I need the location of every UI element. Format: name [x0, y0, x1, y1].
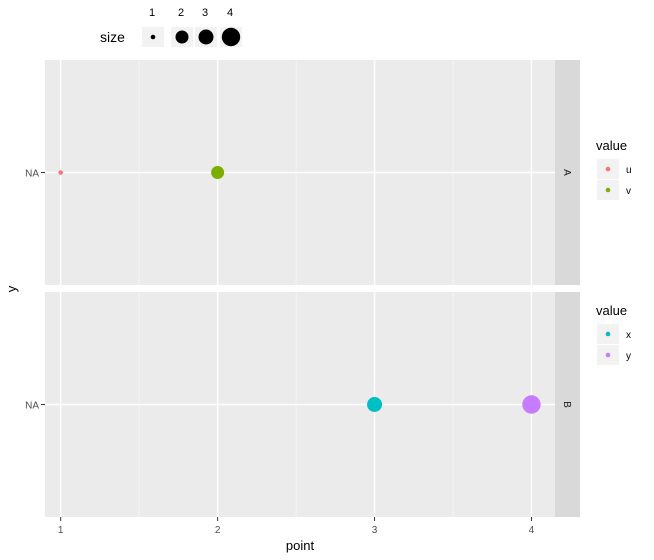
- data-point-v: [211, 166, 225, 179]
- size-legend-title: size: [100, 29, 125, 45]
- color-legend-title: value: [596, 138, 627, 153]
- size-legend-dot: [221, 27, 241, 47]
- x-tick-label: 4: [529, 525, 535, 536]
- size-legend-label: 2: [178, 7, 184, 19]
- data-point-x: [367, 397, 383, 412]
- color-legend-label: x: [626, 330, 631, 341]
- y-tick-label: NA: [25, 401, 39, 412]
- size-legend-dot: [198, 29, 214, 45]
- color-legend-dot-u: [605, 166, 611, 172]
- color-legend-label: v: [626, 186, 631, 197]
- facet-strip-label: A: [561, 169, 572, 176]
- facet-panel-A: NA A: [25, 60, 580, 285]
- color-legend-dot-v: [605, 187, 611, 193]
- x-axis-title: point: [286, 538, 315, 553]
- color-legend-B: value xy: [596, 303, 631, 365]
- color-legend-A: value uv: [596, 138, 632, 200]
- x-tick-label: 3: [372, 525, 378, 536]
- x-tick-label: 1: [58, 525, 64, 536]
- facet-strip: [555, 60, 580, 285]
- y-axis-title: y: [4, 285, 19, 292]
- facet-panel-B: NA B: [25, 292, 580, 517]
- data-point-y: [522, 395, 541, 414]
- x-tick-label: 2: [215, 525, 221, 536]
- facet-strip-label: B: [561, 401, 572, 408]
- size-legend-dot: [150, 34, 156, 40]
- size-legend-label: 3: [202, 7, 208, 19]
- data-point-u: [58, 170, 63, 175]
- size-legend-label: 1: [149, 7, 155, 19]
- color-legend-label: u: [626, 165, 632, 176]
- color-legend-dot-y: [605, 352, 611, 358]
- x-axis: 1 2 3 4: [58, 517, 535, 536]
- size-legend-label: 4: [227, 7, 233, 19]
- size-legend-dot: [175, 30, 189, 44]
- color-legend-dot-x: [605, 331, 611, 337]
- y-tick-label: NA: [25, 169, 39, 180]
- color-legend-label: y: [626, 351, 631, 362]
- size-legend: size 1 2 3 4: [100, 7, 242, 47]
- facet-strip: [555, 292, 580, 517]
- color-legend-title: value: [596, 303, 627, 318]
